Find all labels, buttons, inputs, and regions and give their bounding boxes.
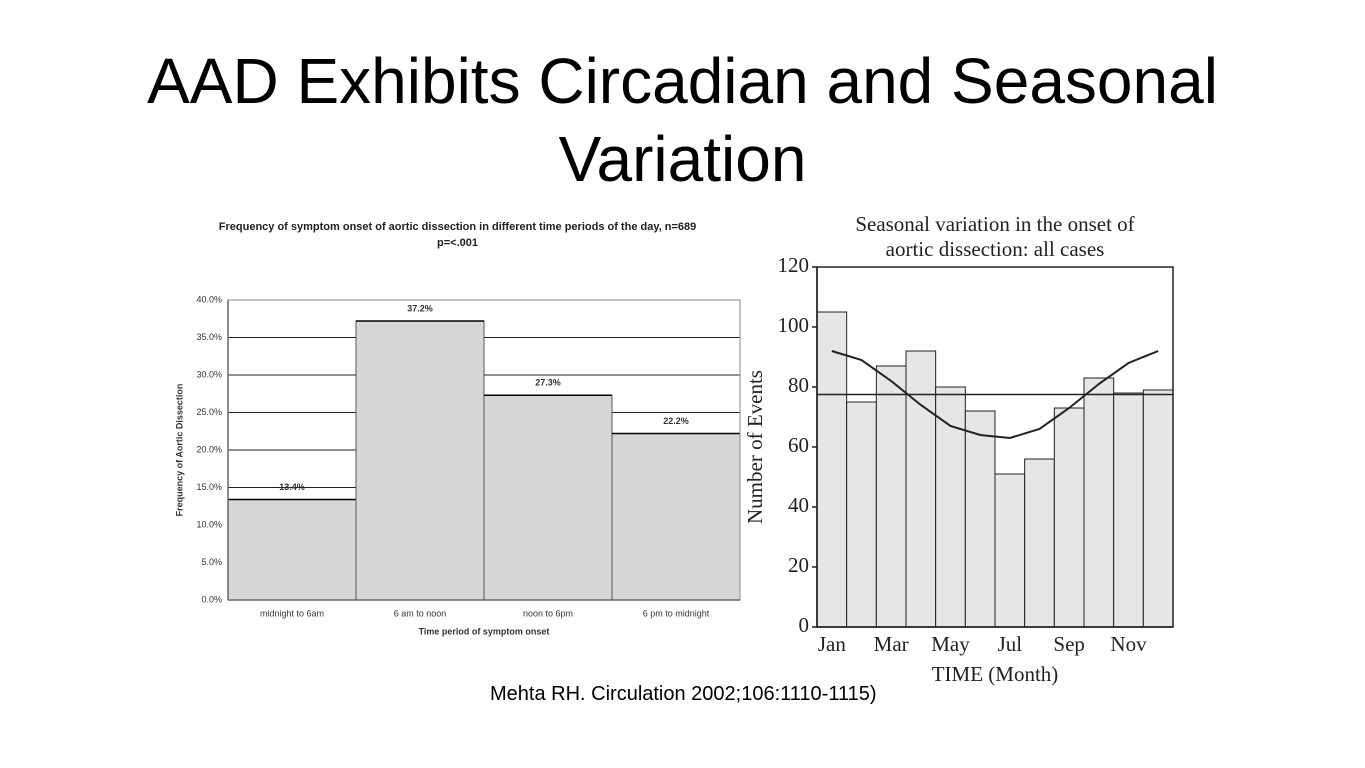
x-tick-label: Jul [998, 632, 1023, 656]
bar [355, 320, 485, 601]
x-tick-label: Nov [1110, 632, 1147, 656]
plot-frame [227, 299, 741, 601]
bar [935, 386, 966, 628]
bar [1083, 377, 1115, 628]
x-tick-label: Sep [1053, 632, 1085, 656]
y-axis-title: Number of Events [743, 370, 767, 524]
y-axis-title: Frequency of Aortic Dissection [174, 384, 184, 517]
value-label: 13.4% [279, 482, 305, 492]
circadian-chart: 0.0% 5.0% 10.0% 15.0% 20.0% 25.0% 30.0% 35.0% 40… [174, 294, 741, 636]
bar [905, 350, 937, 628]
x-tick-label: 6 pm to midnight [643, 608, 710, 618]
bar [1024, 458, 1055, 628]
plot-frame [816, 266, 1174, 628]
y-tick-label: 40.0% [196, 294, 222, 304]
y-tick-label: 60 [788, 433, 809, 457]
value-label: 27.3% [535, 378, 561, 388]
x-tick-label: noon to 6pm [523, 608, 573, 618]
bar [483, 394, 613, 601]
y-tick-label: 20 [788, 553, 809, 577]
y-tick-label: 10.0% [196, 519, 222, 529]
bar [875, 365, 907, 628]
x-tick-label: Mar [874, 632, 909, 656]
seasonal-chart: 0 20 40 60 80 100 120 Jan Mar May Jul Sep Nov TIME (M… [743, 253, 1174, 686]
y-tick-label: 0.0% [201, 594, 222, 604]
bar [994, 473, 1026, 628]
bar [816, 311, 848, 628]
bar [964, 410, 996, 628]
value-label: 22.2% [663, 416, 689, 426]
chart-title: Seasonal variation in the onset of aorti… [855, 212, 1135, 261]
bar [1113, 392, 1144, 628]
fit-curve [831, 350, 1159, 440]
x-tick-label: Jan [818, 632, 846, 656]
x-axis-title: TIME (Month) [932, 662, 1059, 686]
y-tick-label: 120 [778, 253, 810, 277]
y-tick-label: 80 [788, 373, 809, 397]
y-tick-label: 100 [778, 313, 810, 337]
x-tick-label: May [931, 632, 970, 656]
chart-title: Frequency of symptom onset of aortic dis… [218, 221, 697, 249]
slide-title: AAD Exhibits Circadian and Seasonal Vari… [147, 45, 1218, 195]
y-tick-label: 20.0% [196, 444, 222, 454]
y-tick-label: 40 [788, 493, 809, 517]
y-tick-label: 15.0% [196, 482, 222, 492]
citation: Mehta RH. Circulation 2002;106:1110-1115… [490, 683, 877, 705]
bar [227, 499, 357, 601]
y-tick-label: 35.0% [196, 332, 222, 342]
bar [846, 401, 877, 628]
bar [1053, 407, 1085, 628]
y-tick-label: 25.0% [196, 407, 222, 417]
value-label: 37.2% [407, 303, 433, 313]
y-tick-label: 30.0% [196, 369, 222, 379]
x-axis-title: Time period of symptom onset [419, 626, 550, 636]
x-tick-label: 6 am to noon [394, 608, 447, 618]
y-tick-label: 0 [799, 613, 810, 637]
x-tick-label: midnight to 6am [260, 608, 324, 618]
bar [611, 433, 741, 601]
y-tick-label: 5.0% [201, 557, 222, 567]
bar [1142, 389, 1174, 628]
